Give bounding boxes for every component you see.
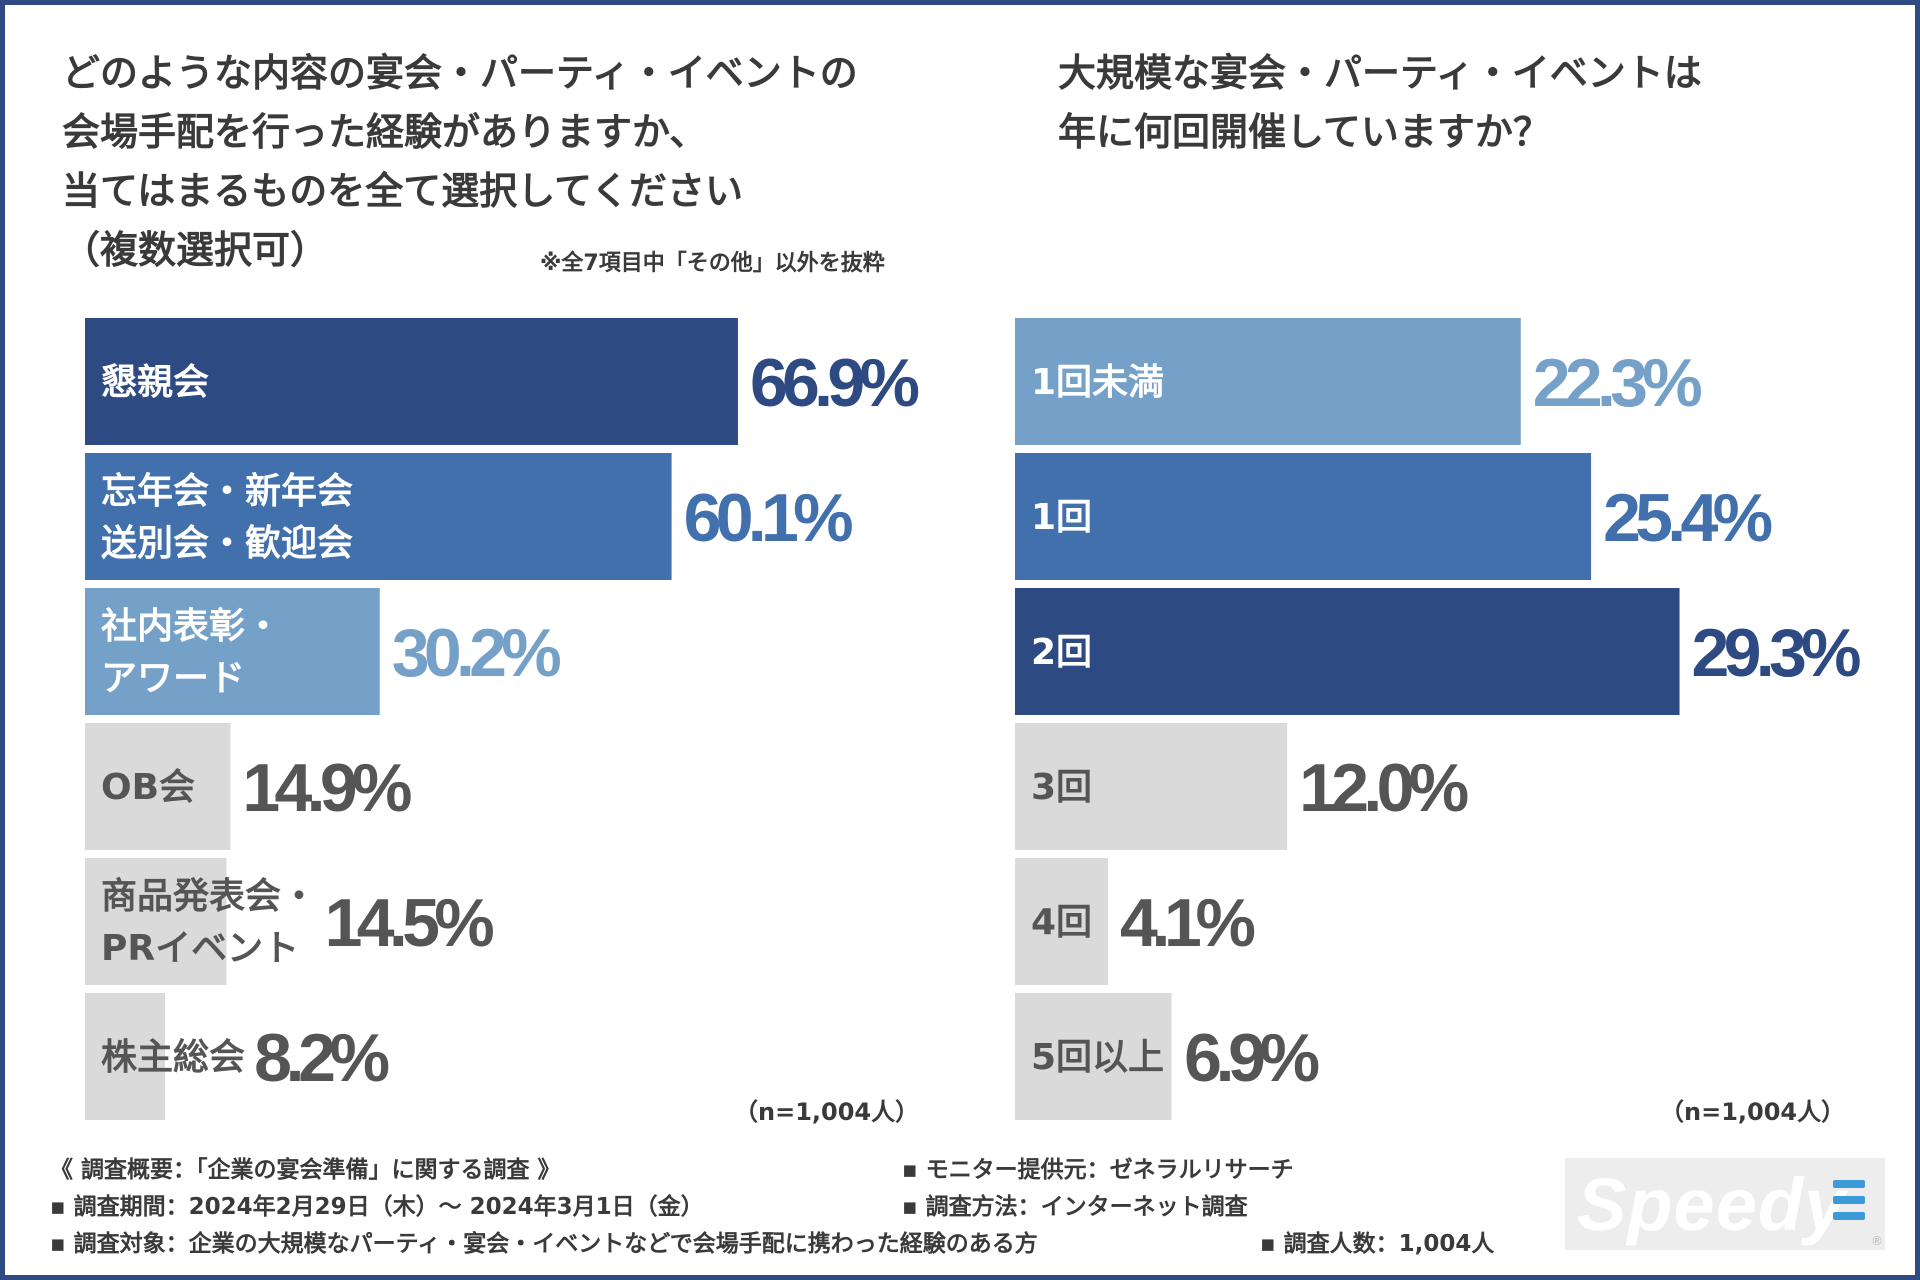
logo-text: Speedy	[1577, 1163, 1847, 1246]
value-label-0-2: 30.2%	[392, 615, 562, 691]
bar-0-2	[85, 588, 380, 715]
footer-survey-period: ▪ 調査期間：2024年2月29日（木）～ 2024年3月1日（金）	[50, 1194, 704, 1220]
value-label-0-4: 14.5%	[325, 885, 495, 961]
value-label-1-4: 4.1%	[1120, 885, 1256, 961]
left-question-title: どのような内容の宴会・パーティ・イベントの 会場手配を行った経験がありますか、 …	[62, 51, 858, 272]
logo-mark-icon	[1833, 1180, 1865, 1232]
value-label-1-0: 22.3%	[1533, 345, 1703, 421]
footer-survey-target: ▪ 調査対象：企業の大規模なパーティ・宴会・イベントなどで会場手配に携わった経験…	[50, 1231, 1038, 1257]
bar-0-3	[85, 723, 231, 850]
bar-1-4	[1015, 858, 1108, 985]
left-bar-chart: 懇親会 66.9% 忘年会・新年会送別会・歓迎会 60.1% 社内表彰・アワード 30.2…	[85, 318, 920, 1120]
value-label-0-5: 8.2%	[254, 1020, 390, 1096]
bar-1-3	[1015, 723, 1288, 850]
right-sample-size: （n=1,004人）	[1660, 1098, 1846, 1126]
right-bar-chart: 1回未満 22.3% 1回 25.4% 2回 29.3% 3回 12.0% 4回 4.1% 5回以上…	[1015, 318, 1862, 1120]
category-label-0-5: 株主総会	[101, 1037, 245, 1078]
category-label-0-0: 懇親会	[101, 362, 209, 403]
footer-monitor-provider: ▪ モニター提供元：ゼネラルリサーチ	[902, 1157, 1294, 1183]
bar-1-5	[1015, 993, 1172, 1120]
value-label-0-1: 60.1%	[684, 480, 854, 556]
bar-0-1	[85, 453, 672, 580]
category-label-1-0: 1回未満	[1031, 362, 1164, 403]
bar-0-5	[85, 993, 166, 1120]
bar-0-4	[85, 858, 227, 985]
speedy-logo: Speedy ®	[1565, 1158, 1885, 1250]
footer-survey-overview: 《 調査概要：「企業の宴会準備」に関する調査 》	[50, 1157, 561, 1183]
left-sample-size: （n=1,004人）	[734, 1098, 920, 1126]
category-label-0-2: 社内表彰・アワード	[101, 606, 281, 699]
bar-1-2	[1015, 588, 1680, 715]
category-label-1-5: 5回以上	[1031, 1037, 1164, 1078]
footer-survey-method: ▪ 調査方法：インターネット調査	[902, 1194, 1248, 1220]
category-label-1-1: 1回	[1031, 497, 1092, 538]
category-label-0-4: 商品発表会・ PRイベント	[101, 876, 317, 969]
value-label-0-0: 66.9%	[750, 345, 920, 421]
value-label-1-3: 12.0%	[1299, 750, 1469, 826]
category-label-1-2: 2回	[1031, 632, 1092, 673]
category-label-0-1: 忘年会・新年会送別会・歓迎会	[101, 471, 353, 564]
value-label-1-2: 29.3%	[1692, 615, 1862, 691]
category-label-1-4: 4回	[1031, 902, 1092, 943]
bar-1-0	[1015, 318, 1521, 445]
value-label-1-5: 6.9%	[1184, 1020, 1320, 1096]
category-label-1-3: 3回	[1031, 767, 1092, 808]
registered-mark: ®	[1871, 1234, 1883, 1248]
category-label-0-3: OB会	[101, 767, 195, 808]
right-question-title: 大規模な宴会・パーティ・イベントは 年に何回開催していますか？	[1058, 51, 1702, 154]
value-label-0-3: 14.9%	[242, 750, 412, 826]
left-note: ※全7項目中「その他」以外を抜粋	[540, 251, 885, 276]
footer-sample-count: ▪ 調査人数：1,004人	[1260, 1231, 1495, 1257]
value-label-1-1: 25.4%	[1603, 480, 1773, 556]
bar-1-1	[1015, 453, 1592, 580]
bar-0-0	[85, 318, 738, 445]
